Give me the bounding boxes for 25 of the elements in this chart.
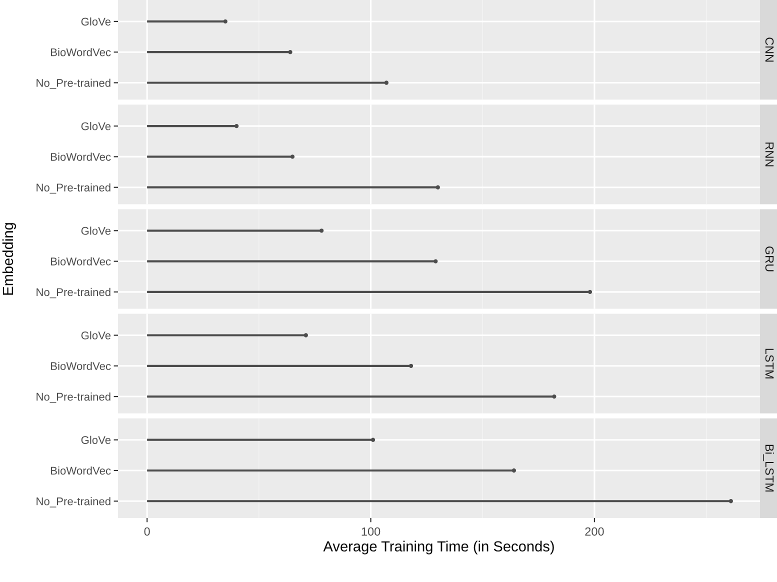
text: GRU — [765, 246, 774, 272]
y-tick-label: BioWordVec — [51, 466, 111, 475]
y-axis-title: Embedding — [2, 223, 16, 295]
y-tick-label: BioWordVec — [51, 362, 111, 370]
text: LSTM — [765, 348, 774, 378]
y-tick-label: No_Pre-trained — [36, 497, 110, 508]
y-tick-label: GloVe — [81, 122, 111, 130]
y-tick-label: No_Pre-trained — [36, 183, 110, 194]
text: Bi_LSTM — [763, 444, 774, 492]
y-tick-label: No_Pre-trained — [36, 288, 110, 298]
y-tick-label: GloVe — [81, 226, 111, 235]
x-tick-label: 100 — [362, 527, 380, 536]
y-tick-label: No_Pre-trained — [36, 78, 110, 89]
y-tick-label: GloVe — [81, 17, 111, 26]
y-tick-label: GloVe — [81, 436, 111, 444]
text: RNN — [765, 142, 774, 166]
y-tick-label: No_Pre-trained — [36, 392, 110, 403]
text: CNN — [765, 38, 774, 62]
y-tick-label: BioWordVec — [51, 257, 111, 266]
y-tick-label: GloVe — [81, 331, 111, 340]
y-tick-label: BioWordVec — [51, 152, 111, 161]
x-tick-label: 200 — [585, 527, 604, 536]
x-axis-title: Average Training Time (in Seconds) — [323, 540, 554, 554]
x-tick-label: 0 — [144, 527, 150, 536]
y-tick-label: BioWordVec — [51, 48, 111, 56]
